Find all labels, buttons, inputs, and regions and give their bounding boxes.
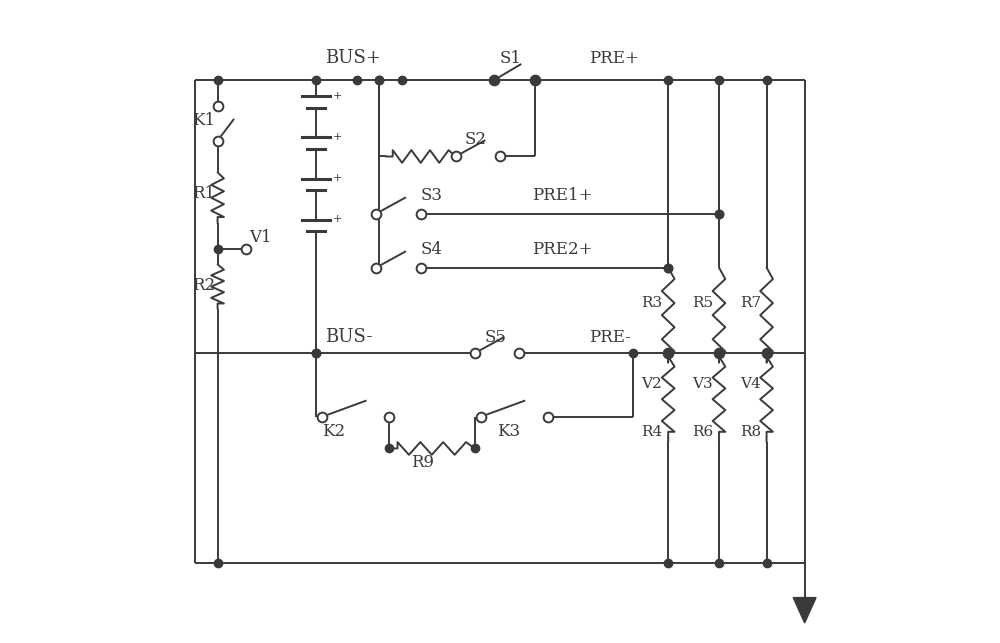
Text: S1: S1 [500,50,522,67]
Text: PRE1+: PRE1+ [532,186,592,204]
Text: S2: S2 [465,131,487,148]
Text: K2: K2 [322,422,345,440]
Text: R6: R6 [692,425,714,439]
Text: V4: V4 [740,377,761,391]
Text: R7: R7 [740,296,761,310]
Text: PRE-: PRE- [589,329,631,346]
Text: PRE+: PRE+ [589,50,639,67]
Text: R2: R2 [192,276,215,294]
Text: K3: K3 [497,422,520,440]
Text: S5: S5 [484,329,506,346]
Text: R5: R5 [692,296,713,310]
Text: +: + [333,91,342,100]
Text: R3: R3 [642,296,663,310]
Text: R1: R1 [192,185,215,202]
Text: V2: V2 [642,377,662,391]
Text: +: + [333,132,342,142]
Text: PRE2+: PRE2+ [532,240,592,258]
Text: BUS+: BUS+ [325,49,381,67]
Text: +: + [333,214,342,224]
Text: S4: S4 [421,240,443,258]
Text: R8: R8 [740,425,761,439]
Text: V3: V3 [692,377,713,391]
Polygon shape [793,597,816,623]
Text: K1: K1 [192,112,215,129]
Text: S3: S3 [421,186,443,204]
Text: R9: R9 [411,455,434,471]
Text: R4: R4 [642,425,663,439]
Text: BUS-: BUS- [325,328,373,346]
Text: V1: V1 [249,229,272,246]
Text: +: + [333,173,342,183]
